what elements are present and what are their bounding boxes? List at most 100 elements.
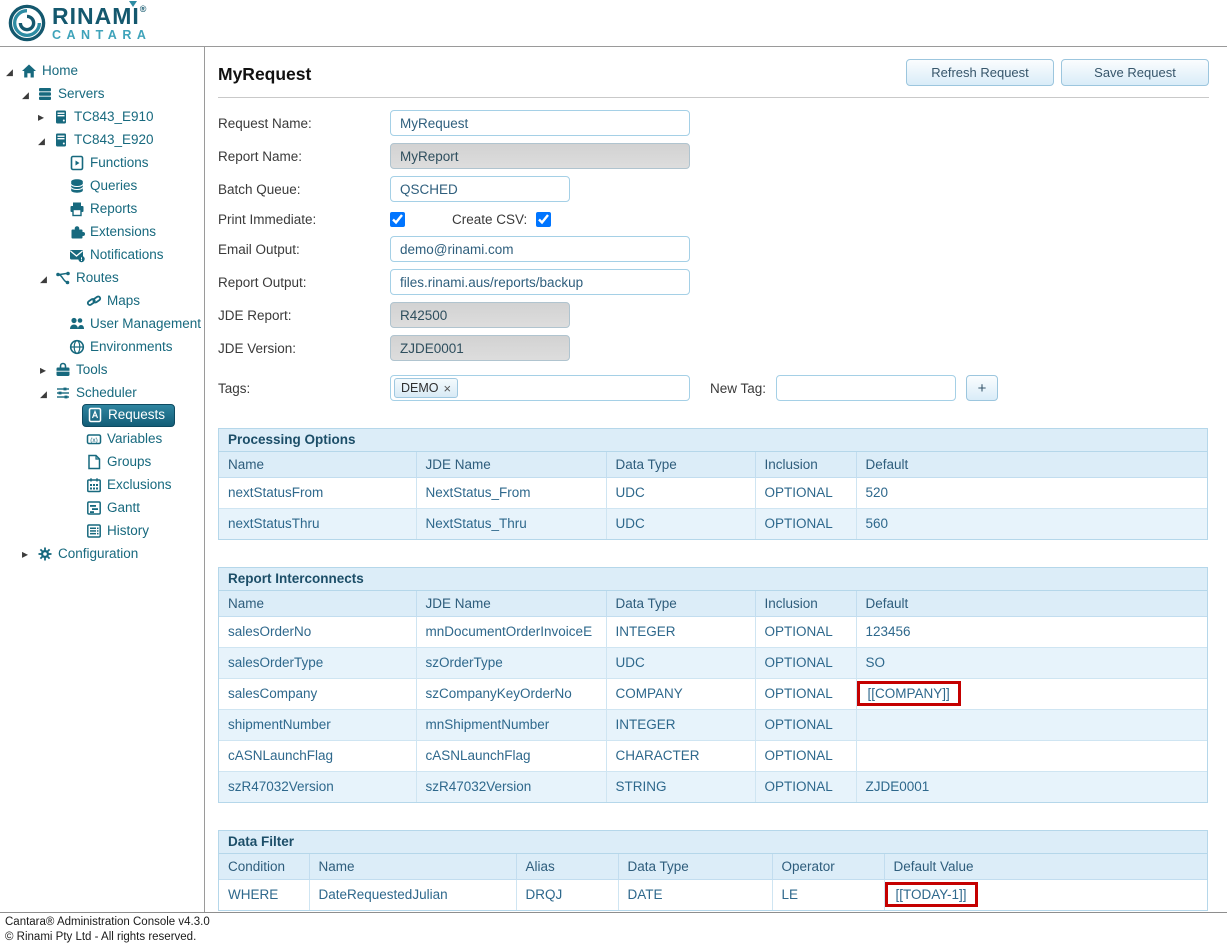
highlight-annotation-box: [[COMPANY]] — [857, 681, 961, 706]
cell-data-type: UDC — [605, 476, 756, 509]
remove-tag-icon[interactable]: × — [443, 380, 452, 396]
tag-chip-demo[interactable]: DEMO × — [394, 378, 459, 398]
sidebar-item-servers[interactable]: Servers — [0, 82, 204, 105]
sidebar-item-exclusions[interactable]: Exclusions — [0, 473, 204, 496]
batch-queue-field[interactable] — [390, 176, 570, 202]
add-tag-button[interactable]: + — [966, 375, 999, 401]
column-header: Data Type — [605, 591, 756, 617]
sidebar-item-queries[interactable]: Queries — [0, 174, 204, 197]
cell-name: nextStatusThru — [219, 507, 417, 539]
home-icon — [21, 63, 37, 79]
sidebar-item-functions[interactable]: Functions — [0, 151, 204, 174]
sidebar-item-label: Exclusions — [107, 476, 172, 492]
new-tag-label: New Tag: — [710, 380, 767, 396]
request-name-field[interactable] — [390, 110, 690, 136]
cell-default: 123456 — [855, 615, 1207, 648]
table-row[interactable]: salesOrderNo mnDocumentOrderInvoiceE INT… — [219, 615, 1207, 648]
sidebar-item-tools[interactable]: Tools — [0, 358, 204, 381]
cell-default: 520 — [855, 476, 1207, 509]
cell-name: cASNLaunchFlag — [219, 739, 417, 772]
cell-name: nextStatusFrom — [219, 476, 417, 509]
print-immediate-checkbox[interactable] — [390, 211, 405, 227]
sidebar-item-tc843-e910[interactable]: TC843_E910 — [0, 105, 204, 128]
table-row[interactable]: nextStatusThru NextStatus_Thru UDC OPTIO… — [219, 507, 1207, 539]
rinami-swirl-logo-icon — [8, 4, 46, 42]
sidebar-item-configuration[interactable]: Configuration — [0, 542, 204, 565]
cell-inclusion: OPTIONAL — [754, 770, 857, 802]
expand-collapse-arrow[interactable] — [40, 270, 55, 285]
table-row[interactable]: salesOrderType szOrderType UDC OPTIONAL … — [219, 646, 1207, 679]
mail-icon — [69, 247, 85, 263]
cell-inclusion: OPTIONAL — [754, 739, 857, 772]
selected-item-highlight[interactable]: Requests — [82, 404, 176, 427]
request-doc-icon — [87, 407, 103, 423]
table-row[interactable]: shipmentNumber mnShipmentNumber INTEGER … — [219, 708, 1207, 741]
highlight-annotation-box: [[TODAY-1]] — [885, 882, 978, 908]
sidebar-item-extensions[interactable]: Extensions — [0, 220, 204, 243]
create-csv-checkbox[interactable] — [536, 211, 552, 227]
function-doc-icon — [69, 155, 85, 171]
sidebar-item-routes[interactable]: Routes — [0, 266, 204, 289]
sidebar-item-gantt[interactable]: Gantt — [0, 496, 204, 519]
expand-collapse-arrow[interactable] — [40, 385, 55, 400]
sidebar-item-environments[interactable]: Environments — [0, 335, 204, 358]
table-row[interactable]: salesCompany szCompanyKeyOrderNo COMPANY… — [219, 677, 1207, 710]
expand-collapse-arrow[interactable] — [40, 362, 55, 377]
app-footer: Cantara® Administration Console v4.3.0 ©… — [0, 912, 1227, 946]
sidebar-item-reports[interactable]: Reports — [0, 197, 204, 220]
cell-jde-name: mnShipmentNumber — [415, 708, 607, 741]
cell-data-type: UDC — [605, 507, 756, 539]
cell-jde-name: cASNLaunchFlag — [415, 739, 607, 772]
expand-collapse-arrow[interactable] — [22, 86, 37, 101]
page-title: MyRequest — [218, 64, 312, 84]
table-row[interactable]: WHERE DateRequestedJulian DRQJ DATE LE [… — [219, 878, 1207, 910]
email-output-label: Email Output: — [218, 241, 300, 257]
puzzle-icon — [69, 224, 85, 240]
sidebar-item-notifications[interactable]: Notifications — [0, 243, 204, 266]
expand-collapse-arrow[interactable] — [22, 546, 37, 561]
sidebar-item-variables[interactable]: Variables — [0, 427, 204, 450]
table-row[interactable]: cASNLaunchFlag cASNLaunchFlag CHARACTER … — [219, 739, 1207, 772]
column-header: Condition — [219, 854, 310, 880]
cell-jde-name: NextStatus_Thru — [415, 507, 607, 539]
sidebar-item-scheduler[interactable]: Scheduler — [0, 381, 204, 404]
sidebar-item-label: User Management — [90, 315, 202, 331]
server-icon — [53, 132, 69, 148]
cell-inclusion: OPTIONAL — [754, 677, 857, 710]
cell-operator: LE — [771, 878, 885, 910]
expand-collapse-arrow[interactable] — [6, 63, 21, 78]
cell-data-type: INTEGER — [605, 615, 756, 648]
expand-collapse-arrow[interactable] — [38, 109, 53, 124]
expand-collapse-arrow[interactable] — [38, 132, 53, 147]
jde-version-label: JDE Version: — [218, 340, 297, 356]
report-output-label: Report Output: — [218, 274, 307, 290]
column-header: JDE Name — [415, 591, 607, 617]
sidebar-item-label: Maps — [107, 292, 141, 308]
column-header: Default — [855, 591, 1207, 617]
brand-line2: CANTARA — [52, 27, 152, 42]
sidebar-item-maps[interactable]: Maps — [0, 289, 204, 312]
new-tag-field[interactable] — [776, 375, 957, 401]
sidebar-item-label: Variables — [107, 430, 163, 446]
gantt-icon — [86, 500, 102, 516]
column-header: Operator — [771, 854, 885, 880]
report-output-field[interactable] — [390, 269, 690, 295]
sidebar-item-groups[interactable]: Groups — [0, 450, 204, 473]
sidebar-item-user-management[interactable]: User Management — [0, 312, 204, 335]
sidebar-item-home[interactable]: Home — [0, 59, 204, 82]
sidebar-item-requests[interactable]: Requests — [0, 404, 204, 427]
sidebar-item-label: Groups — [107, 453, 152, 469]
column-header: Default Value — [883, 854, 1207, 880]
sidebar-item-label: Extensions — [90, 223, 157, 239]
table-row[interactable]: szR47032Version szR47032Version STRING O… — [219, 770, 1207, 802]
table-row[interactable]: nextStatusFrom NextStatus_From UDC OPTIO… — [219, 476, 1207, 509]
tags-container[interactable]: DEMO × — [390, 375, 690, 401]
save-request-button[interactable]: Save Request — [1061, 59, 1209, 86]
database-icon — [69, 178, 85, 194]
sidebar-item-label: Routes — [76, 269, 119, 285]
tag-chip-label: DEMO — [401, 381, 439, 395]
sidebar-item-tc843-e920[interactable]: TC843_E920 — [0, 128, 204, 151]
refresh-request-button[interactable]: Refresh Request — [906, 59, 1054, 86]
sidebar-item-history[interactable]: History — [0, 519, 204, 542]
email-output-field[interactable] — [390, 236, 690, 262]
